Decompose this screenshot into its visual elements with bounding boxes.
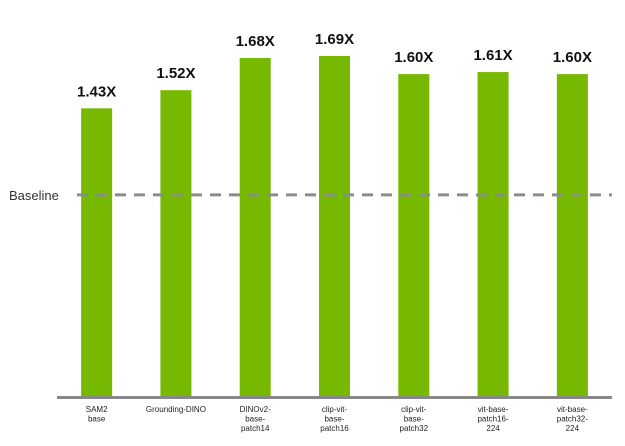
tick-label-line: clip-vit-: [322, 405, 348, 414]
tick-label-line: vit-base-: [478, 405, 509, 414]
value-label: 1.43X: [77, 83, 116, 100]
tick-label: SAM2 base: [86, 405, 108, 424]
tick-label-line: 224: [566, 424, 580, 433]
bar: [160, 90, 192, 396]
tick-label-line: SAM2: [86, 405, 108, 414]
tick-label-line: patch16-: [477, 415, 508, 424]
tick-label-line: patch16: [320, 424, 349, 433]
tick-label-line: patch14: [241, 424, 270, 433]
tick-label: DINOv2-base-patch14: [240, 405, 271, 433]
value-label: 1.52X: [156, 65, 195, 82]
tick-label-line: Grounding-DINO: [146, 405, 206, 414]
value-label: 1.68X: [236, 33, 275, 50]
tick-label-line: 224: [486, 424, 500, 433]
bar: [81, 108, 113, 396]
bars-layer: [81, 56, 588, 397]
bar: [477, 72, 509, 396]
tick-label-line: base-: [245, 415, 265, 424]
tick-label-line: vit-base-: [557, 405, 588, 414]
tick-label: vit-base-patch16-224: [477, 405, 508, 433]
bar: [398, 74, 430, 397]
value-label: 1.61X: [473, 47, 512, 64]
tick-label: clip-vit-base-patch16: [320, 405, 349, 433]
tick-label-line: base: [88, 415, 106, 424]
value-label: 1.69X: [315, 31, 354, 48]
value-label: 1.60X: [394, 49, 433, 66]
bar: [556, 74, 588, 397]
tick-label: vit-base-patch32-224: [557, 405, 588, 433]
tick-label-line: patch32: [400, 424, 429, 433]
tick-label-line: base-: [404, 415, 424, 424]
bar: [319, 56, 350, 396]
tick-label-line: patch32-: [557, 415, 588, 424]
tick-label-line: base-: [324, 415, 344, 424]
tick-label-line: DINOv2-: [240, 405, 271, 414]
bar: [239, 58, 271, 396]
baseline-label: Baseline: [9, 188, 59, 203]
tick-label: Grounding-DINO: [146, 405, 206, 414]
value-label: 1.60X: [553, 49, 592, 66]
tick-label-line: clip-vit-: [401, 405, 427, 414]
tick-label: clip-vit-base-patch32: [400, 405, 429, 433]
labels-layer: 1.43X SAM2 base 1.52X Grounding-DINO 1.68X DIN…: [9, 31, 592, 433]
